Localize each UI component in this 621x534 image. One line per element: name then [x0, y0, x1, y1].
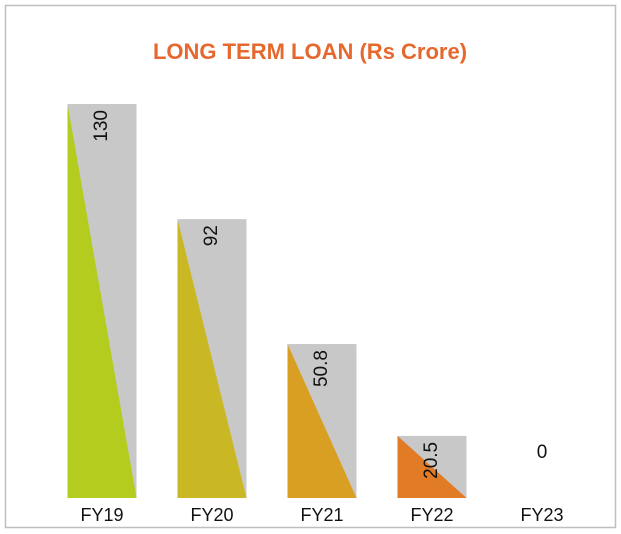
- data-label: 50.8: [311, 350, 332, 387]
- x-tick-label: FY22: [410, 505, 453, 525]
- x-tick-label: FY23: [520, 505, 563, 525]
- chart-title: LONG TERM LOAN (Rs Crore): [153, 39, 467, 64]
- bar-gradient: [177, 219, 247, 498]
- bar-gradient: [287, 344, 357, 498]
- bar-gradient: [67, 104, 137, 498]
- x-tick-label: FY19: [80, 505, 123, 525]
- data-label: 20.5: [421, 442, 442, 479]
- data-label: 92: [201, 225, 222, 246]
- data-label: 0: [537, 442, 548, 463]
- bar-gradient: [397, 435, 467, 498]
- data-label: 130: [91, 110, 112, 142]
- x-tick-label: FY20: [190, 505, 233, 525]
- x-tick-label: FY21: [300, 505, 343, 525]
